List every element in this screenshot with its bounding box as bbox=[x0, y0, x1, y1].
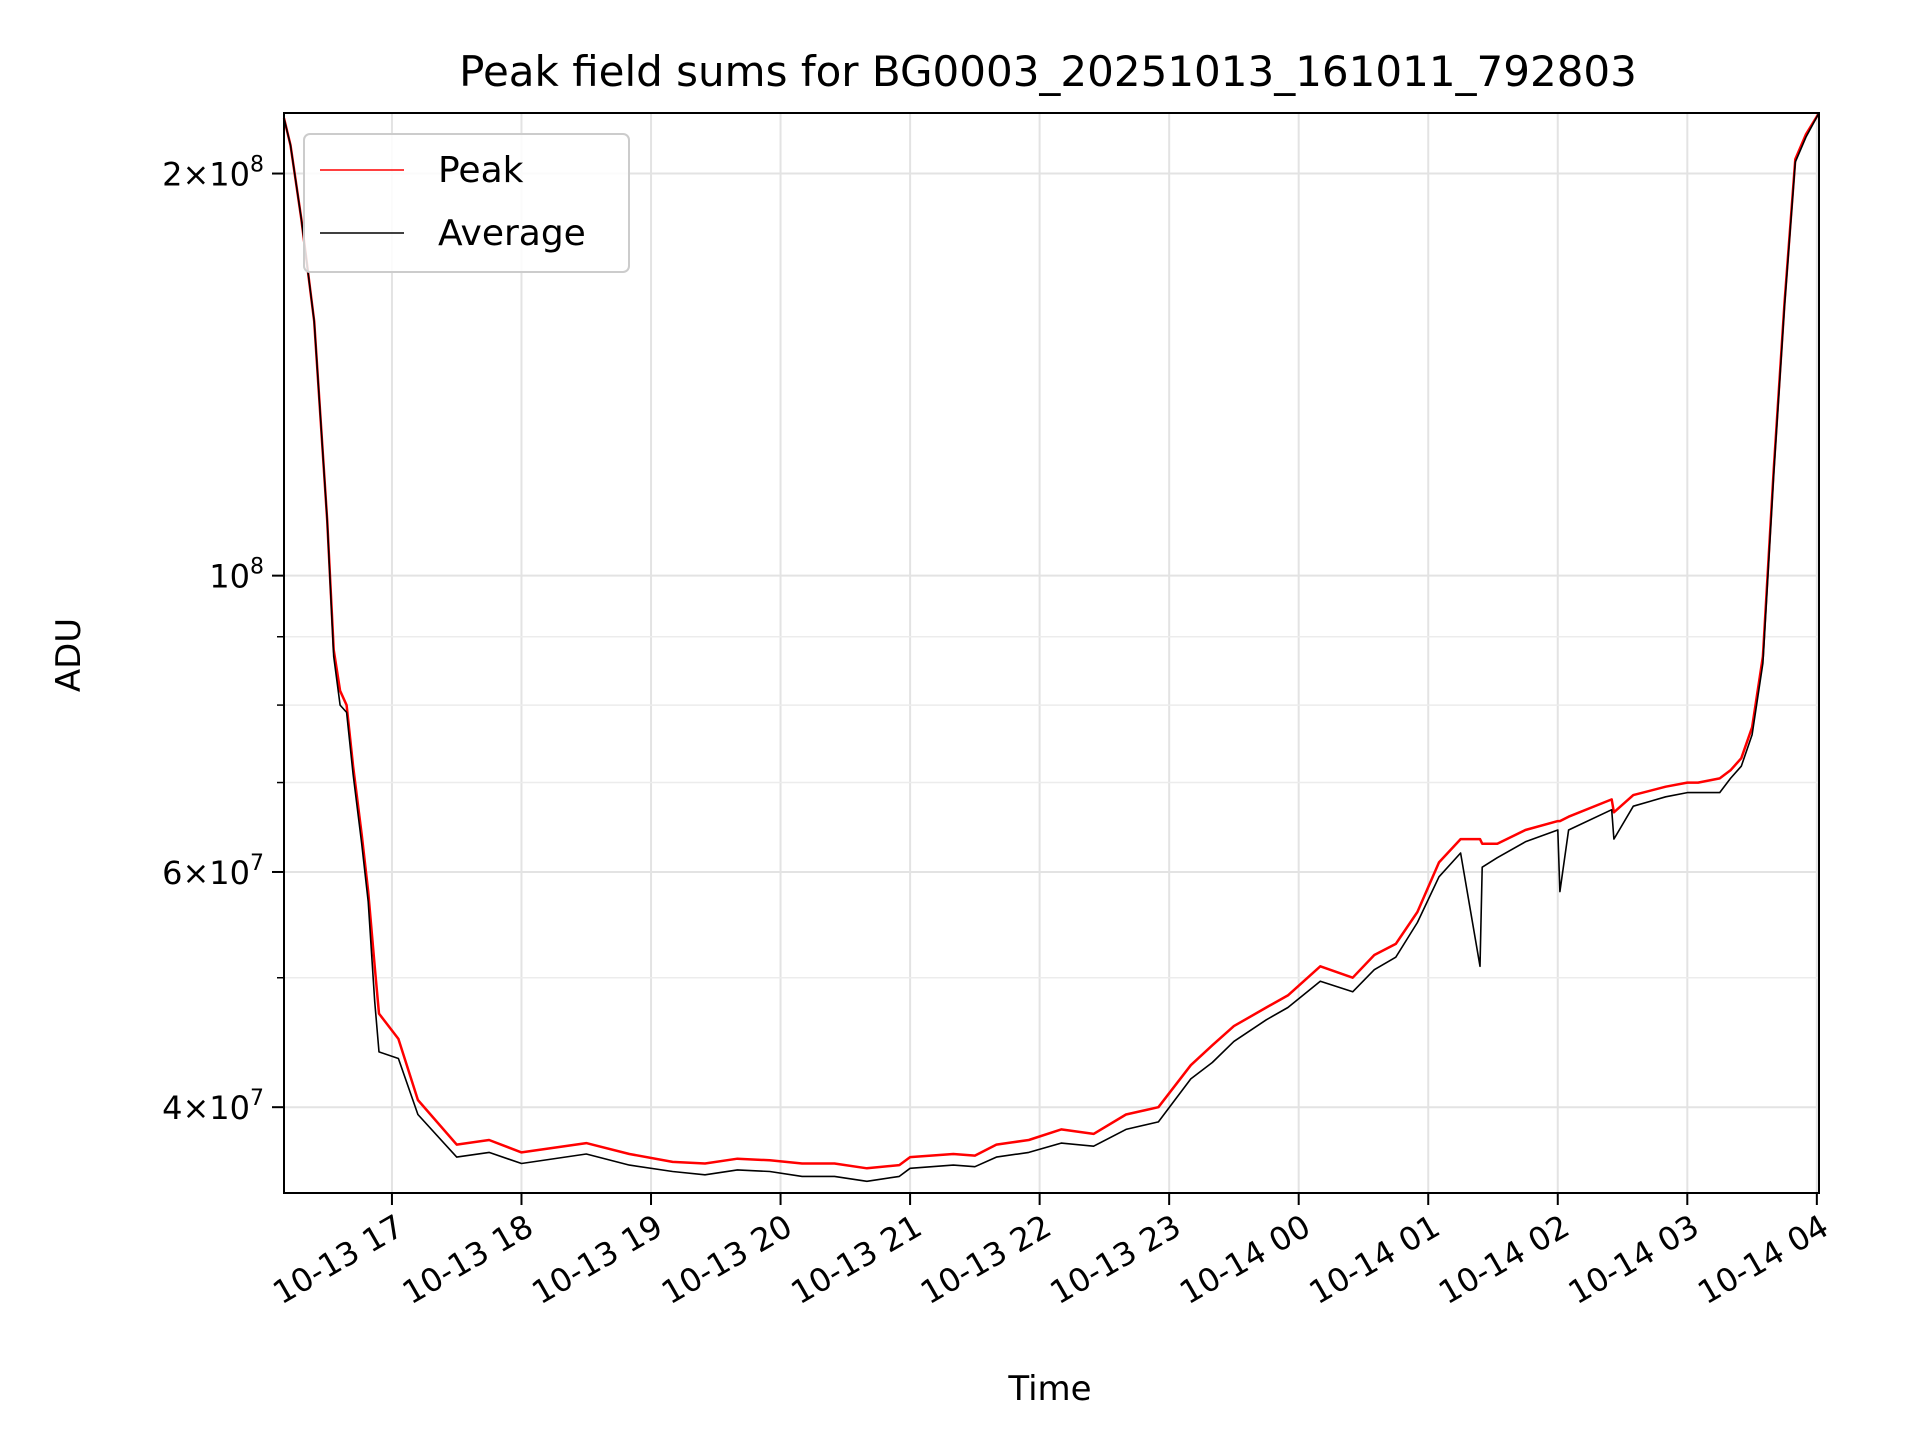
x-axis-label: Time bbox=[1007, 1369, 1091, 1409]
y-axis-label: ADU bbox=[49, 618, 89, 692]
legend-label-average: Average bbox=[438, 213, 586, 254]
legend-label-peak: Peak bbox=[438, 150, 524, 191]
y-tick-label: 4×107 bbox=[162, 1086, 264, 1127]
y-axis: 4×107 6×107 108 2×108 bbox=[162, 153, 284, 1127]
y-tick-label: 2×108 bbox=[162, 153, 264, 194]
series-line-average bbox=[283, 112, 1820, 1183]
legend-box bbox=[303, 133, 630, 273]
series-line-peak bbox=[282, 112, 1821, 1170]
legend: Peak Average bbox=[303, 133, 630, 273]
y-tick-label: 6×107 bbox=[162, 851, 264, 892]
y-tick-label: 108 bbox=[209, 555, 264, 596]
plot-frame bbox=[283, 112, 1820, 1194]
series-layer bbox=[282, 112, 1821, 1183]
chart-title: Peak field sums for BG0003_20251013_1610… bbox=[459, 47, 1637, 96]
